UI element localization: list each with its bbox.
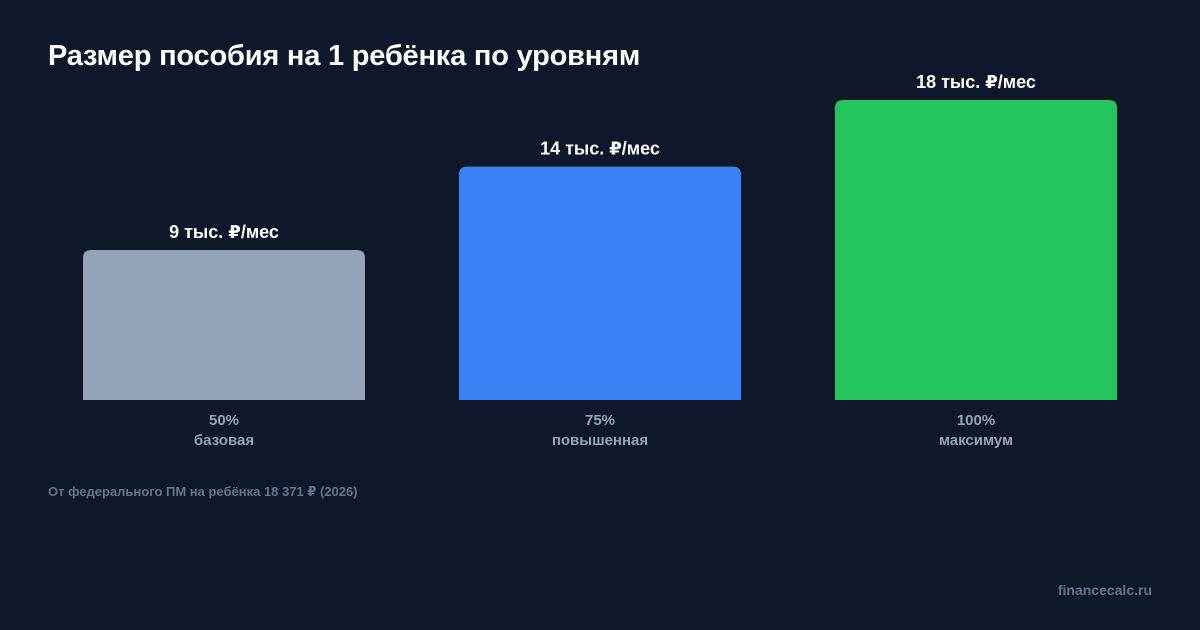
category-label: повышенная bbox=[552, 432, 648, 449]
bar-value-label: 9 тыс. ₽/мес bbox=[169, 222, 279, 242]
chart-title: Размер пособия на 1 ребёнка по уровням bbox=[48, 40, 641, 72]
category-percent: 100% bbox=[957, 412, 995, 429]
category-label: базовая bbox=[194, 432, 254, 449]
bar-value-label: 14 тыс. ₽/мес bbox=[540, 139, 660, 159]
category-percent: 75% bbox=[585, 412, 615, 429]
bar-value-label: 18 тыс. ₽/мес bbox=[916, 72, 1036, 92]
footnote: От федерального ПМ на ребёнка 18 371 ₽ (… bbox=[48, 484, 358, 499]
bar bbox=[459, 166, 741, 400]
brand-watermark: financecalc.ru bbox=[1057, 582, 1152, 598]
bar bbox=[835, 100, 1117, 400]
category-label: максимум bbox=[939, 432, 1013, 449]
category-percent: 50% bbox=[209, 412, 239, 429]
bar-chart: 9 тыс. ₽/мес 50% базовая 14 тыс. ₽/мес 75% по… bbox=[83, 72, 1117, 449]
bar bbox=[83, 250, 365, 400]
